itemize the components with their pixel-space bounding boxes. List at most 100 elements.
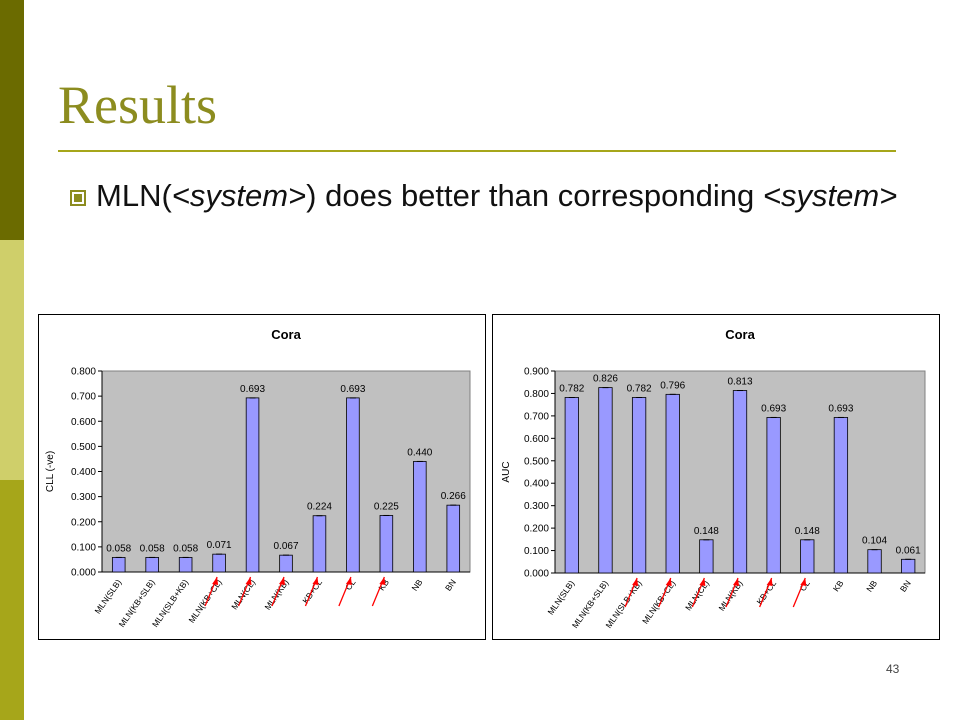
bullet-system-2: <system> <box>762 178 898 213</box>
x-tick-label: KB <box>831 578 846 593</box>
bar <box>833 417 849 574</box>
red-arrowhead <box>733 578 739 586</box>
bar-value-label: 0.796 <box>660 380 685 391</box>
left-accent-strip-top <box>0 0 24 240</box>
y-tick-label: 0.400 <box>71 467 96 478</box>
x-tick-label: MLN(SLB) <box>546 578 577 616</box>
bar-value-label: 0.813 <box>727 377 752 388</box>
red-arrowhead <box>212 577 219 585</box>
left-accent-strip-middle <box>0 240 24 480</box>
y-tick-label: 0.700 <box>71 392 96 403</box>
auc-chart-svg: Cora 0.000 0.100 0.200 0.300 0.400 0.500 0.600 0… <box>501 327 926 630</box>
bar <box>379 515 394 573</box>
bullet-text: MLN(<system>) does better than correspon… <box>96 176 916 216</box>
x-tick-label: NB <box>864 578 879 594</box>
y-tick-label: 0.800 <box>71 367 96 378</box>
bar <box>178 557 193 573</box>
x-tick-label: MLN(KB+CL) <box>186 577 223 624</box>
bar <box>279 554 293 573</box>
y-tick-label: 0.100 <box>524 546 549 557</box>
chart-title: Cora <box>725 327 755 342</box>
x-tick-label: KB+CL <box>754 578 778 606</box>
y-tick-label: 0.500 <box>524 456 549 467</box>
x-tick-label: MLN(SLB+KB) <box>603 578 643 630</box>
bar-value-label: 0.225 <box>374 501 399 512</box>
x-tick-label: KB+CL <box>300 577 324 605</box>
bar <box>800 539 815 574</box>
bar <box>901 558 916 574</box>
bar-value-label: 0.782 <box>559 383 584 394</box>
auc-chart: Cora 0.000 0.100 0.200 0.300 0.400 0.500 0.600 0… <box>492 314 940 640</box>
bar-value-label: 0.440 <box>407 447 432 458</box>
y-tick-label: 0.500 <box>71 442 96 453</box>
bar-value-label: 0.693 <box>761 403 786 414</box>
y-tick-label: 0.600 <box>524 434 549 445</box>
red-arrowhead <box>345 577 352 585</box>
square-bullet-icon <box>70 190 86 206</box>
bar-value-label: 0.148 <box>795 526 820 537</box>
bar-value-label: 0.148 <box>694 526 719 537</box>
bar-value-label: 0.061 <box>896 545 921 556</box>
bar <box>111 557 126 573</box>
y-tick-label: 0.300 <box>71 492 96 503</box>
bar <box>867 549 882 574</box>
y-tick-label: 0.900 <box>524 367 549 378</box>
bar-value-label: 0.266 <box>441 491 466 502</box>
red-arrowhead <box>632 578 639 586</box>
bar-value-label: 0.104 <box>862 536 887 547</box>
page-number: 43 <box>886 662 900 676</box>
red-arrowhead <box>379 577 386 585</box>
bar <box>346 397 360 573</box>
red-arrowhead <box>699 578 706 586</box>
bar-value-label: 0.826 <box>593 374 618 385</box>
bar <box>245 397 260 573</box>
y-tick-label: 0.000 <box>71 568 96 579</box>
bar-value-label: 0.071 <box>207 540 232 551</box>
bar <box>665 393 680 574</box>
bar <box>598 387 613 574</box>
bar <box>145 557 159 573</box>
bar <box>413 461 427 573</box>
bar-value-label: 0.058 <box>140 543 165 554</box>
red-arrowhead <box>279 577 285 585</box>
y-tick-label: 0.000 <box>524 569 549 580</box>
y-axis-label: AUC <box>501 461 512 482</box>
left-accent-strip-bottom <box>0 480 24 720</box>
y-axis-label: CLL (-ve) <box>45 451 56 492</box>
x-tick-label: MLN(SLB+KB) <box>150 577 190 629</box>
bar-value-label: 0.067 <box>273 541 298 552</box>
bar-value-label: 0.693 <box>340 384 365 395</box>
red-arrowhead <box>766 578 773 586</box>
bar-value-label: 0.782 <box>627 383 652 394</box>
x-tick-label: MLN(KB+CL) <box>640 578 677 625</box>
plot-area <box>101 370 471 573</box>
red-arrowhead <box>665 578 672 586</box>
cll-chart-svg: Cora 0.000 0.100 0.200 0.300 0.400 0.500 0.600 0… <box>45 327 471 629</box>
bar-value-label: 0.058 <box>106 543 131 554</box>
bar <box>446 504 461 573</box>
x-tick-label: MLN(SLB) <box>92 577 123 615</box>
y-tick-label: 0.700 <box>524 411 549 422</box>
y-tick-label: 0.300 <box>524 501 549 512</box>
bar <box>631 397 647 574</box>
bar-value-label: 0.058 <box>173 543 198 554</box>
bar <box>699 539 714 574</box>
y-tick-label: 0.100 <box>71 542 96 553</box>
slide-title: Results <box>58 75 218 135</box>
y-tick-label: 0.400 <box>524 479 549 490</box>
bar-value-label: 0.693 <box>828 403 853 414</box>
bar <box>564 397 579 574</box>
title-underline <box>58 150 896 152</box>
bullet-middle: ) does better than corresponding <box>306 178 755 213</box>
x-tick-label: NB <box>409 577 424 593</box>
bar <box>312 515 327 573</box>
red-arrowhead <box>800 578 807 586</box>
y-tick-label: 0.800 <box>524 389 549 400</box>
bullet-system-1: <system> <box>171 178 307 213</box>
y-tick-label: 0.200 <box>524 524 549 535</box>
chart-title: Cora <box>271 327 301 342</box>
bar-value-label: 0.693 <box>240 384 265 395</box>
red-arrowhead <box>245 577 252 585</box>
x-tick-label: BN <box>443 577 458 592</box>
bar <box>212 553 226 573</box>
